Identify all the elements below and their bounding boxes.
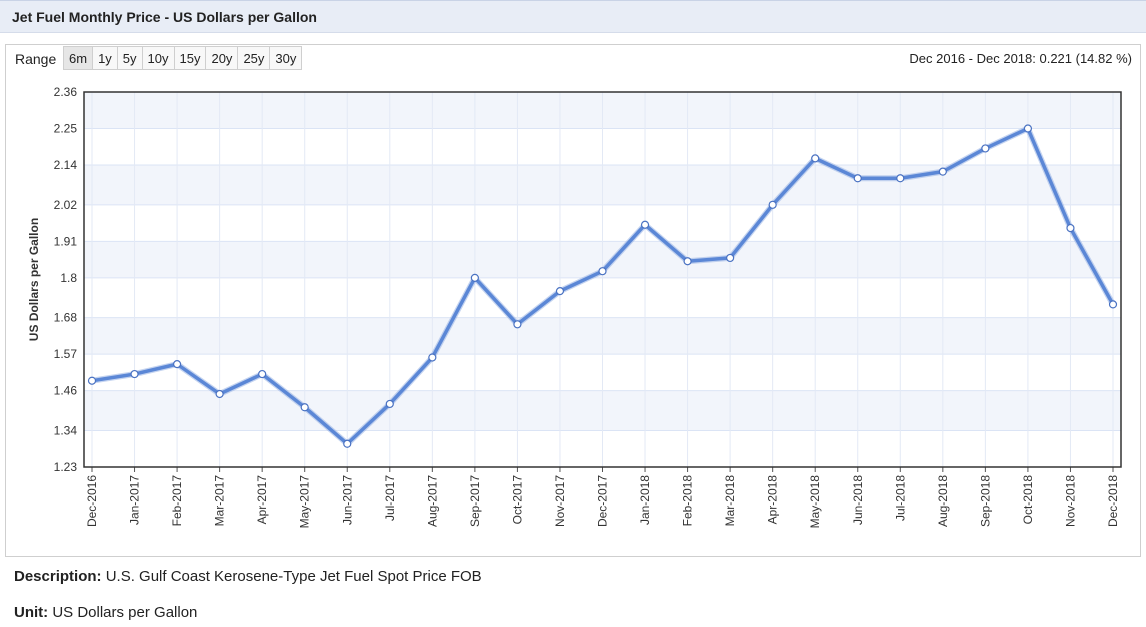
data-point — [938, 167, 947, 176]
page-title: Jet Fuel Monthly Price - US Dollars per … — [12, 9, 317, 25]
data-point — [1023, 124, 1033, 133]
range-1y-button[interactable]: 1y — [92, 46, 118, 70]
range-30y-button[interactable]: 30y — [269, 46, 303, 70]
x-tick-label: Jan-2017 — [128, 475, 142, 525]
range-button-group: 6m 1y 5y 10y 15y 20y 25y 30y — [63, 46, 303, 70]
x-tick-label: Nov-2017 — [553, 475, 567, 527]
data-point — [300, 403, 309, 412]
line-chart: 2.36 2.25 2.14 2.02 1.91 1.8 1.68 1.57 1.46 1.34 1… — [27, 85, 1122, 529]
data-point — [215, 389, 224, 399]
x-tick-label: Dec-2016 — [85, 475, 99, 527]
description-text: U.S. Gulf Coast Kerosene-Type Jet Fuel S… — [105, 568, 482, 585]
data-point — [513, 320, 522, 329]
x-tick-label: Apr-2018 — [766, 475, 780, 525]
y-tick-label: 1.46 — [54, 384, 78, 398]
x-tick-label: Jul-2017 — [383, 475, 397, 521]
data-point — [428, 353, 437, 362]
data-point — [896, 174, 905, 183]
data-point — [598, 267, 607, 276]
x-tick-label: Sep-2018 — [978, 475, 992, 527]
data-point — [1108, 300, 1118, 309]
data-point — [343, 439, 352, 448]
data-point — [853, 174, 862, 183]
x-tick-label: Mar-2017 — [213, 475, 227, 527]
y-tick-label: 1.23 — [54, 460, 78, 474]
description-label: Description: — [14, 568, 102, 585]
y-tick-label: 1.34 — [54, 423, 78, 437]
range-5y-button[interactable]: 5y — [116, 46, 143, 70]
y-tick-label: 1.68 — [54, 311, 78, 325]
data-point — [172, 360, 182, 369]
y-tick-label: 1.8 — [60, 271, 77, 285]
x-tick-label: Sep-2017 — [468, 475, 482, 527]
range-10y-button[interactable]: 10y — [141, 46, 175, 70]
data-point — [726, 253, 735, 263]
description-line: Description: U.S. Gulf Coast Kerosene-Ty… — [14, 568, 482, 585]
x-tick-label: Dec-2017 — [596, 475, 610, 527]
x-tick-label: Oct-2018 — [1021, 475, 1035, 525]
y-tick-label: 2.14 — [54, 158, 78, 172]
y-tick-label: 1.91 — [54, 234, 78, 248]
range-25y-button[interactable]: 25y — [237, 46, 271, 70]
data-point — [640, 220, 650, 229]
unit-line: Unit: US Dollars per Gallon — [14, 604, 197, 621]
header-bar: Jet Fuel Monthly Price - US Dollars per … — [0, 0, 1146, 33]
unit-label: Unit: — [14, 604, 49, 621]
x-tick-label: Feb-2018 — [681, 475, 695, 527]
unit-text: US Dollars per Gallon — [52, 604, 198, 621]
data-point — [87, 376, 97, 385]
x-tick-label: Jan-2018 — [638, 475, 652, 525]
x-tick-label: Jun-2018 — [851, 475, 865, 525]
y-tick-label: 2.36 — [54, 85, 78, 99]
data-point — [130, 369, 139, 379]
x-tick-label: Jun-2017 — [340, 475, 354, 525]
x-tick-label: Nov-2018 — [1063, 475, 1077, 527]
plot-border — [83, 91, 1122, 468]
x-tick-label: May-2017 — [298, 475, 312, 529]
x-tick-label: Aug-2018 — [936, 475, 950, 527]
data-point — [981, 144, 990, 153]
x-tick-label: May-2018 — [808, 475, 822, 529]
x-tick-label: Jul-2018 — [893, 475, 907, 521]
y-tick-label: 1.57 — [54, 347, 78, 361]
range-6m-button[interactable]: 6m — [63, 46, 94, 70]
range-summary: Dec 2016 - Dec 2018: 0.221 (14.82 %) — [909, 51, 1132, 66]
x-tick-label: Mar-2018 — [723, 475, 737, 527]
y-axis-title: US Dollars per Gallon — [27, 218, 41, 341]
data-point — [470, 273, 479, 282]
range-label: Range — [15, 51, 57, 67]
x-tick-label: Apr-2017 — [255, 475, 269, 525]
y-tick-label: 2.25 — [54, 122, 78, 136]
y-tick-label: 2.02 — [54, 198, 78, 212]
data-point — [385, 399, 394, 409]
data-point — [768, 200, 777, 209]
data-point — [683, 257, 692, 266]
x-tick-label: Dec-2018 — [1106, 475, 1120, 527]
data-point — [258, 369, 267, 379]
x-tick-label: Aug-2017 — [425, 475, 439, 527]
data-point — [811, 154, 820, 163]
x-tick-label: Feb-2017 — [170, 475, 184, 527]
data-point — [1066, 223, 1075, 233]
data-point — [555, 287, 565, 296]
x-tick-label: Oct-2017 — [510, 475, 524, 525]
